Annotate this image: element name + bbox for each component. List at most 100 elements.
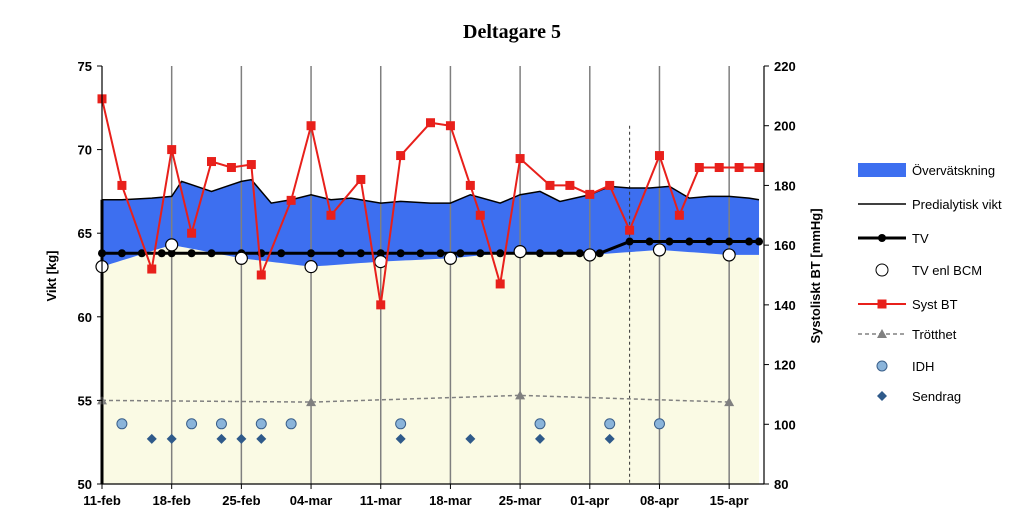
sendrag-point	[236, 433, 247, 444]
tv-point	[645, 237, 654, 246]
tv-point	[725, 237, 734, 246]
tv-point	[207, 249, 216, 258]
legend-marker	[876, 360, 888, 372]
legend-marker	[877, 329, 887, 338]
sendrag-point	[256, 433, 267, 444]
x-tick-label: 15-apr	[710, 493, 749, 508]
tv-point	[167, 249, 176, 258]
legend: Övervätskning Predialytisk vikt TV TV enl B…	[858, 163, 1002, 404]
sendrag-point	[604, 433, 615, 444]
idh-point	[604, 418, 616, 430]
tv-point	[745, 237, 754, 246]
tv-point	[376, 249, 385, 258]
x-tick-label: 11-feb	[83, 493, 121, 508]
syst-bt-point	[694, 163, 704, 173]
y2-tick-label: 120	[774, 358, 796, 373]
tv-bcm-point	[513, 244, 527, 259]
y-tick-label: 60	[78, 310, 92, 325]
syst-bt-point	[465, 180, 475, 190]
tv-point	[705, 237, 714, 246]
tv-point	[476, 249, 485, 258]
trotthet-point	[724, 397, 735, 407]
x-tick-label: 08-apr	[640, 493, 679, 508]
tv-bcm-point	[234, 251, 248, 265]
axes: 50 55 60 65 70 75 80 100 120 140 160 180 200 220 11-fe…	[78, 59, 796, 508]
idh-point	[653, 418, 665, 430]
y-axis-label: Vikt [kg]	[44, 250, 59, 301]
x-tick-label: 25-mar	[499, 493, 542, 508]
base-area	[102, 244, 760, 484]
tv-bcm-point	[165, 238, 179, 252]
tv-point	[536, 249, 545, 258]
x-tick-label: 11-mar	[360, 493, 402, 508]
syst-bt-point	[226, 163, 236, 173]
y-tick-label: 50	[78, 477, 92, 492]
x-tick-label: 18-feb	[153, 493, 191, 508]
tv-point	[496, 249, 505, 258]
predialytisk-vikt-line	[102, 178, 760, 204]
tv-point	[685, 237, 694, 246]
idh-point	[215, 418, 227, 430]
legend-label: TV	[912, 231, 929, 246]
legend-label: Predialytisk vikt	[912, 197, 1002, 212]
sendrag-point	[216, 433, 227, 444]
tv-bcm-point	[304, 260, 318, 274]
y2-tick-label: 100	[774, 417, 796, 432]
syst-bt-point	[545, 180, 555, 190]
y2-tick-label: 220	[774, 59, 796, 74]
y2-axis-label: Systoliskt BT [mmHg]	[808, 208, 823, 343]
tv-bcm-point	[443, 251, 458, 265]
syst-bt-point	[396, 151, 406, 161]
tv-point	[187, 249, 196, 258]
y2-tick-label: 180	[774, 178, 796, 193]
y2-tick-label: 80	[774, 477, 788, 492]
syst-bt-point	[605, 180, 615, 190]
legend-marker	[875, 263, 889, 277]
syst-bt-point	[445, 121, 455, 131]
tv-point	[436, 249, 445, 258]
tv-bcm-point	[722, 248, 736, 262]
idh-point	[395, 418, 407, 430]
trotthet-point	[515, 390, 526, 400]
tv-point	[137, 249, 146, 258]
tv-point	[336, 249, 345, 258]
syst-bt-point	[654, 151, 664, 161]
tv-point	[117, 249, 126, 258]
legend-label: Trötthet	[912, 327, 957, 342]
sendrag-point	[535, 433, 546, 444]
overvatskning-band	[102, 179, 760, 267]
tv-point	[555, 249, 564, 258]
syst-bt-point	[326, 210, 336, 220]
sendrag-point	[146, 433, 157, 444]
syst-bt-point	[585, 189, 595, 199]
tv-point	[396, 249, 405, 258]
x-tick-label: 04-mar	[290, 493, 333, 508]
legend-label: Syst BT	[912, 297, 958, 312]
tv-point	[755, 237, 764, 246]
tv-bcm-point	[583, 248, 597, 262]
syst-bt-point	[167, 145, 177, 155]
syst-bt-point	[286, 195, 296, 205]
syst-bt-point	[625, 225, 635, 235]
idh-point	[116, 418, 128, 430]
idh-point	[186, 418, 198, 430]
y2-tick-label: 200	[774, 119, 796, 134]
legend-label: TV enl BCM	[912, 263, 982, 278]
tv-point	[356, 249, 365, 258]
syst-bt-point	[147, 264, 157, 274]
y2-tick-label: 160	[774, 238, 796, 253]
syst-bt-point	[246, 160, 256, 170]
y-tick-label: 70	[78, 143, 92, 158]
tv-point	[665, 237, 674, 246]
tv-point	[575, 249, 584, 258]
legend-label: Sendrag	[912, 389, 961, 404]
y-tick-label: 55	[78, 393, 92, 408]
chart-title: Deltagare 5	[463, 21, 561, 43]
trotthet-point	[306, 397, 317, 407]
legend-label: IDH	[912, 359, 934, 374]
sendrag-point	[465, 433, 476, 444]
plot-area	[95, 66, 764, 484]
idh-point	[255, 418, 267, 430]
tv-point	[157, 249, 166, 258]
tv-point	[456, 249, 465, 258]
